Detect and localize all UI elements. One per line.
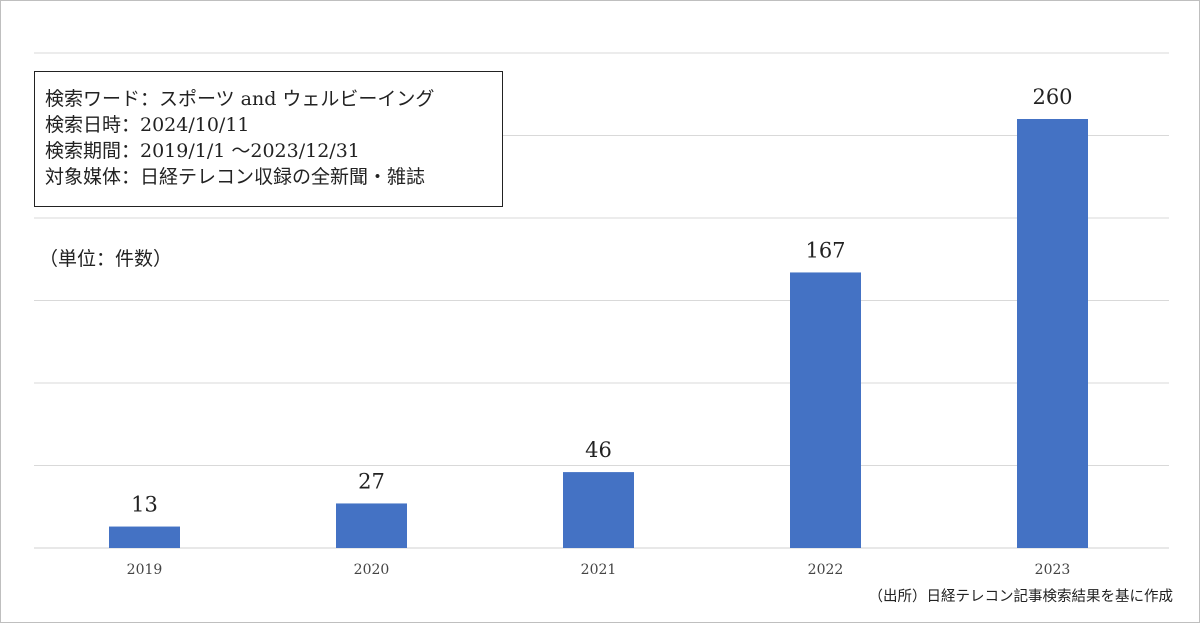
bar-2021 [563, 472, 634, 548]
bar-2022 [790, 272, 861, 548]
x-tick-label-2019: 2019 [127, 562, 163, 578]
x-tick-label-2023: 2023 [1035, 562, 1071, 578]
search-keyword-line: 検索ワード：スポーツ and ウェルビーイング [45, 88, 435, 110]
data-label-2020: 27 [358, 469, 385, 493]
data-label-2021: 46 [585, 438, 612, 462]
bar-2019 [109, 526, 180, 548]
x-tick-label-2022: 2022 [808, 562, 844, 578]
source-note: （出所）日経テレコン記事検索結果を基に作成 [868, 589, 1174, 605]
bar-2023 [1017, 119, 1088, 548]
target-media-line: 対象媒体：日経テレコン収録の全新聞・雑誌 [45, 166, 426, 188]
search-date-line: 検索日時：2024/10/11 [45, 114, 250, 136]
bar-2020 [336, 503, 407, 548]
x-tick-label-2020: 2020 [354, 562, 390, 578]
unit-label: （単位：件数） [39, 248, 173, 270]
data-label-2022: 167 [805, 238, 845, 262]
data-label-2023: 260 [1032, 85, 1072, 109]
search-info-box: 検索ワード：スポーツ and ウェルビーイング 検索日時：2024/10/11 … [34, 71, 503, 207]
x-tick-label-2021: 2021 [581, 562, 617, 578]
data-label-2019: 13 [131, 493, 158, 517]
search-period-line: 検索期間：2019/1/1 ～2023/12/31 [45, 140, 360, 162]
